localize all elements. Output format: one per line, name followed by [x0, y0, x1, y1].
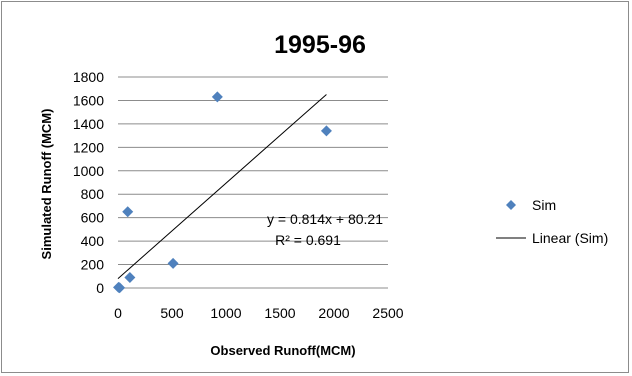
y-tick-labels: 0 200 400 600 800 1000 1200 1400 1600 1800 [73, 69, 104, 296]
x-tick-labels: 0 500 1000 1500 2000 2500 [114, 305, 404, 321]
trendline-layer [117, 94, 327, 279]
linear-trendline [117, 94, 327, 279]
x-tick-label-500: 500 [160, 305, 184, 321]
legend-diamond-icon [506, 200, 516, 210]
data-point-0-5 [211, 91, 223, 103]
x-tick-label-0: 0 [114, 305, 122, 321]
y-tick-label-1200: 1200 [73, 139, 104, 155]
y-tick-label-800: 800 [81, 186, 105, 202]
data-point-0-2 [122, 206, 134, 218]
data-point-0-4 [167, 257, 179, 269]
y-tick-label-0: 0 [96, 280, 104, 296]
grid-lines [118, 76, 388, 289]
y-tick-label-1600: 1600 [73, 92, 104, 108]
x-tick-label-1500: 1500 [264, 305, 295, 321]
x-tick-label-2000: 2000 [318, 305, 349, 321]
x-tick-label-2500: 2500 [372, 305, 403, 321]
data-point-0-3 [124, 271, 136, 283]
data-point-0-6 [320, 125, 332, 137]
y-tick-label-600: 600 [81, 210, 105, 226]
y-axis-title: Simulated Runoff (MCM) [39, 109, 54, 260]
chart-title: 1995-96 [274, 31, 366, 59]
y-tick-label-1400: 1400 [73, 116, 104, 132]
legend-label-sim: Sim [532, 197, 556, 213]
x-axis-title: Observed Runoff(MCM) [210, 343, 355, 358]
legend: Sim Linear (Sim) [496, 197, 608, 246]
legend-entry-sim: Sim [506, 197, 556, 213]
data-points [113, 91, 332, 294]
x-tick-label-1000: 1000 [210, 305, 241, 321]
legend-entry-linear: Linear (Sim) [496, 230, 608, 246]
y-tick-label-200: 200 [81, 257, 105, 273]
trendline-equation: y = 0.814x + 80.21 [267, 211, 383, 227]
y-tick-label-1800: 1800 [73, 69, 104, 85]
y-tick-label-400: 400 [81, 233, 105, 249]
y-tick-label-1000: 1000 [73, 163, 104, 179]
legend-label-linear: Linear (Sim) [532, 230, 608, 246]
data-point-0-1 [114, 282, 126, 294]
trendline-r2: R² = 0.691 [275, 232, 341, 248]
